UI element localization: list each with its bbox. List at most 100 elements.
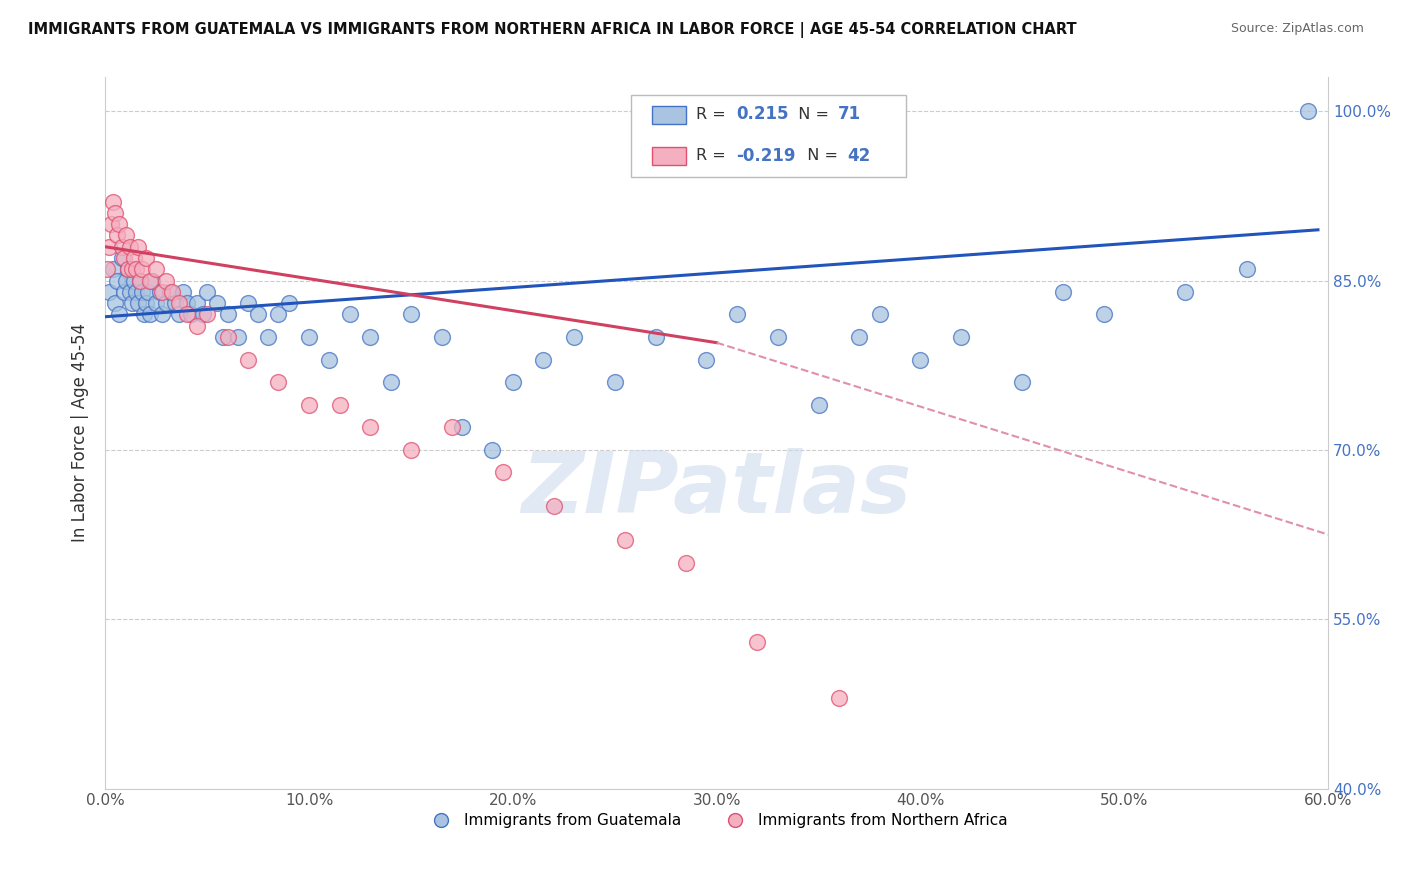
Point <box>675 556 697 570</box>
Point <box>277 296 299 310</box>
Text: ZIPatlas: ZIPatlas <box>522 449 912 532</box>
Point <box>492 466 515 480</box>
Text: -0.219: -0.219 <box>737 146 796 165</box>
Text: N =: N = <box>797 148 844 163</box>
Point <box>104 206 127 220</box>
Point <box>318 352 340 367</box>
Point <box>172 285 194 299</box>
Point <box>910 352 932 367</box>
Text: IMMIGRANTS FROM GUATEMALA VS IMMIGRANTS FROM NORTHERN AFRICA IN LABOR FORCE | AG: IMMIGRANTS FROM GUATEMALA VS IMMIGRANTS … <box>28 22 1077 38</box>
Y-axis label: In Labor Force | Age 45-54: In Labor Force | Age 45-54 <box>72 324 89 542</box>
Point <box>118 285 141 299</box>
Point <box>128 274 150 288</box>
Point <box>399 308 422 322</box>
Point <box>339 308 361 322</box>
FancyBboxPatch shape <box>652 147 686 165</box>
Point <box>125 285 148 299</box>
Point <box>603 375 626 389</box>
Point <box>848 330 870 344</box>
Point <box>186 318 208 333</box>
Point <box>226 330 249 344</box>
Point <box>98 285 121 299</box>
Point <box>543 500 565 514</box>
Point <box>150 285 173 299</box>
Point <box>207 296 229 310</box>
Point <box>100 217 122 231</box>
Point <box>747 634 769 648</box>
Point <box>121 296 143 310</box>
Point <box>212 330 235 344</box>
Point <box>1174 285 1197 299</box>
Point <box>117 262 139 277</box>
FancyBboxPatch shape <box>652 106 686 124</box>
Point <box>145 296 167 310</box>
Point <box>112 251 135 265</box>
Point <box>298 330 321 344</box>
Point <box>150 308 173 322</box>
Point <box>131 285 153 299</box>
Point <box>298 398 321 412</box>
Point <box>145 262 167 277</box>
Point <box>110 240 132 254</box>
Point <box>131 262 153 277</box>
Text: 0.215: 0.215 <box>737 105 789 123</box>
Point <box>533 352 555 367</box>
Point <box>139 308 162 322</box>
Point <box>149 285 172 299</box>
Point <box>118 240 141 254</box>
Point <box>359 420 381 434</box>
Point <box>236 352 259 367</box>
Point <box>98 240 121 254</box>
Point <box>359 330 381 344</box>
Text: R =: R = <box>696 148 731 163</box>
Point <box>257 330 280 344</box>
Text: 71: 71 <box>838 105 860 123</box>
Point <box>132 308 155 322</box>
Point <box>430 330 453 344</box>
Point <box>695 352 717 367</box>
Point <box>1296 104 1319 119</box>
Point <box>135 296 157 310</box>
Point <box>1236 262 1258 277</box>
FancyBboxPatch shape <box>631 95 907 177</box>
Point <box>128 274 150 288</box>
Point <box>110 251 132 265</box>
Text: Source: ZipAtlas.com: Source: ZipAtlas.com <box>1230 22 1364 36</box>
Point <box>107 274 129 288</box>
Point <box>125 262 148 277</box>
Point <box>828 691 851 706</box>
Point <box>191 308 214 322</box>
Point <box>176 296 198 310</box>
Point <box>613 533 636 548</box>
Point <box>114 228 136 243</box>
Point <box>247 308 270 322</box>
Point <box>139 274 162 288</box>
Point <box>141 274 163 288</box>
Point <box>329 398 352 412</box>
Point <box>1011 375 1033 389</box>
Text: R =: R = <box>696 107 731 122</box>
Point <box>114 274 136 288</box>
Point <box>502 375 524 389</box>
Point <box>644 330 666 344</box>
Point <box>195 285 218 299</box>
Point <box>112 285 135 299</box>
Point <box>950 330 973 344</box>
Point <box>217 330 239 344</box>
Point <box>163 296 186 310</box>
Point <box>1052 285 1074 299</box>
Point <box>155 296 177 310</box>
Point <box>108 308 131 322</box>
Legend: Immigrants from Guatemala, Immigrants from Northern Africa: Immigrants from Guatemala, Immigrants fr… <box>420 807 1014 834</box>
Point <box>122 251 145 265</box>
Point <box>399 442 422 457</box>
Point <box>167 296 190 310</box>
Point <box>107 228 129 243</box>
Point <box>195 308 218 322</box>
Point <box>121 262 143 277</box>
Point <box>136 285 159 299</box>
Point <box>807 398 830 412</box>
Point <box>217 308 239 322</box>
Text: N =: N = <box>787 107 834 122</box>
Point <box>451 420 474 434</box>
